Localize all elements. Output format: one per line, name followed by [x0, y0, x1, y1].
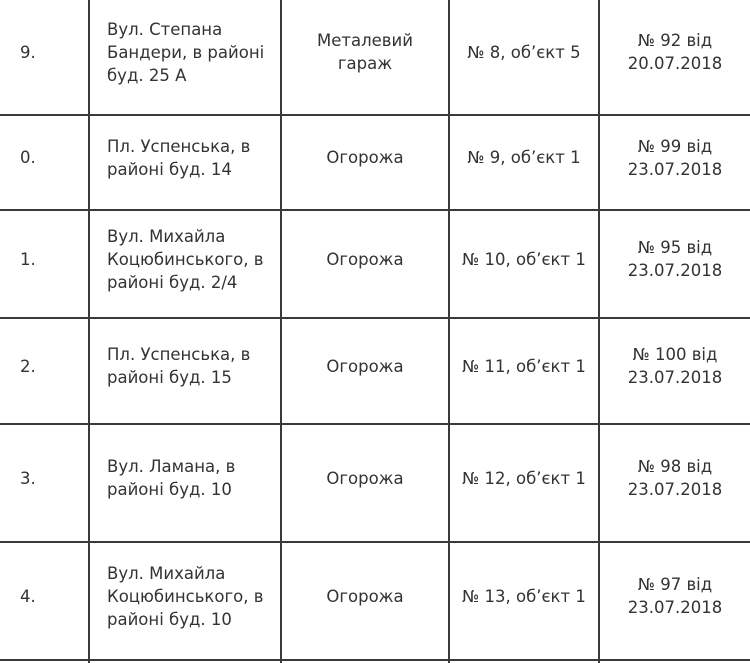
table-row: 9. Вул. Степана Бандери, в районі буд. 25…: [0, 0, 750, 116]
address-cell: Вул. Михайла Коцюбинського, в районі буд…: [88, 541, 282, 661]
address-cell: Вул. Михайла Коцюбинського, в районі буд…: [88, 209, 282, 319]
row-number-cell: 1.: [0, 209, 90, 319]
empty-cell: [280, 659, 450, 663]
decision-cell: № 99 від 23.07.2018: [598, 114, 750, 211]
object-number-cell: № 9, об’єкт 1: [448, 114, 600, 211]
object-number-cell: № 11, об’єкт 1: [448, 317, 600, 425]
decision-cell: № 100 від 23.07.2018: [598, 317, 750, 425]
row-number-cell: 9.: [0, 0, 90, 116]
object-type-cell: Огорожа: [280, 317, 450, 425]
decision-cell: № 92 від 20.07.2018: [598, 0, 750, 116]
empty-cell: [448, 659, 600, 663]
object-number-cell: № 8, об’єкт 5: [448, 0, 600, 116]
empty-cell: [0, 659, 90, 663]
object-type-cell: Огорожа: [280, 423, 450, 543]
object-number-cell: № 12, об’єкт 1: [448, 423, 600, 543]
object-number-cell: № 13, об’єкт 1: [448, 541, 600, 661]
object-type-cell: Огорожа: [280, 541, 450, 661]
address-cell: Пл. Успенська, в районі буд. 14: [88, 114, 282, 211]
table-row: 3. Вул. Ламана, в районі буд. 10 Огорожа № …: [0, 423, 750, 543]
table-row: 1. Вул. Михайла Коцюбинського, в районі б…: [0, 209, 750, 319]
decision-cell: № 95 від 23.07.2018: [598, 209, 750, 319]
decision-cell: № 97 від 23.07.2018: [598, 541, 750, 661]
object-type-cell: Металевий гараж: [280, 0, 450, 116]
row-number-cell: 3.: [0, 423, 90, 543]
table-row: 0. Пл. Успенська, в районі буд. 14 Огорожа…: [0, 114, 750, 211]
empty-cell: [598, 659, 750, 663]
object-number-cell: № 10, об’єкт 1: [448, 209, 600, 319]
row-number-cell: 2.: [0, 317, 90, 425]
address-cell: Вул. Ламана, в районі буд. 10: [88, 423, 282, 543]
object-type-cell: Огорожа: [280, 209, 450, 319]
table-row: [0, 659, 750, 663]
object-type-cell: Огорожа: [280, 114, 450, 211]
table-row: 4. Вул. Михайла Коцюбинського, в районі б…: [0, 541, 750, 661]
empty-cell: [88, 659, 282, 663]
decision-cell: № 98 від 23.07.2018: [598, 423, 750, 543]
address-cell: Вул. Степана Бандери, в районі буд. 25 А: [88, 0, 282, 116]
row-number-cell: 4.: [0, 541, 90, 661]
table-row: 2. Пл. Успенська, в районі буд. 15 Огорожа…: [0, 317, 750, 425]
row-number-cell: 0.: [0, 114, 90, 211]
address-cell: Пл. Успенська, в районі буд. 15: [88, 317, 282, 425]
